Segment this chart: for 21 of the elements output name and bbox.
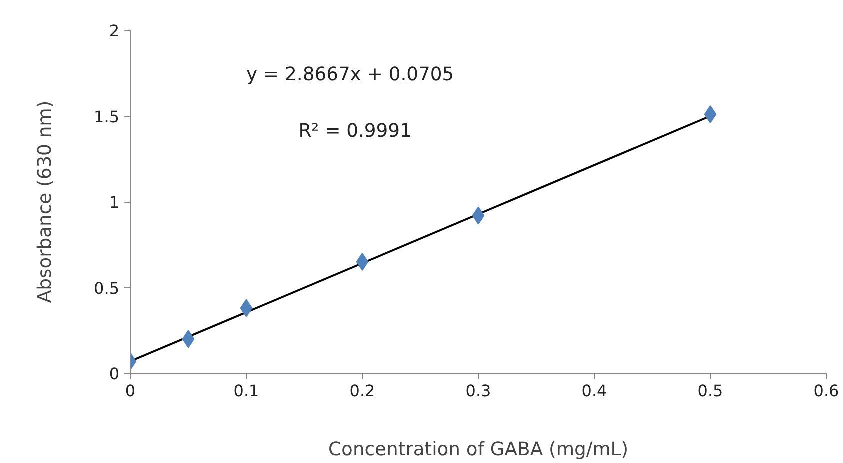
x-tick-label: 0.3: [466, 382, 492, 400]
point: [704, 106, 717, 124]
x-axis-title: Concentration of GABA (mg/mL): [328, 440, 628, 460]
x-tick-label: 0: [125, 382, 136, 400]
x-tick-label: 0.5: [698, 382, 724, 400]
y-tick-label: 1.5: [94, 107, 120, 126]
x-tick-label: 0.2: [350, 382, 376, 400]
annotation: R² = 0.9991: [298, 120, 412, 142]
annotation: y = 2.8667x + 0.0705: [246, 64, 454, 86]
y-tick-label: 0.5: [94, 278, 120, 298]
x-tick-label: 0.1: [234, 382, 260, 400]
point: [356, 253, 369, 272]
point: [182, 330, 195, 348]
point: [240, 299, 253, 318]
x-tick-label: 0.6: [814, 382, 840, 400]
y-tick-label: 1: [109, 193, 120, 212]
x-tick-label: 0.4: [582, 382, 608, 400]
y-tick-label: 0: [109, 364, 120, 384]
y-tick-label: 2: [109, 22, 120, 40]
point: [472, 206, 485, 225]
y-axis-title: Absorbance (630 nm): [35, 100, 56, 304]
